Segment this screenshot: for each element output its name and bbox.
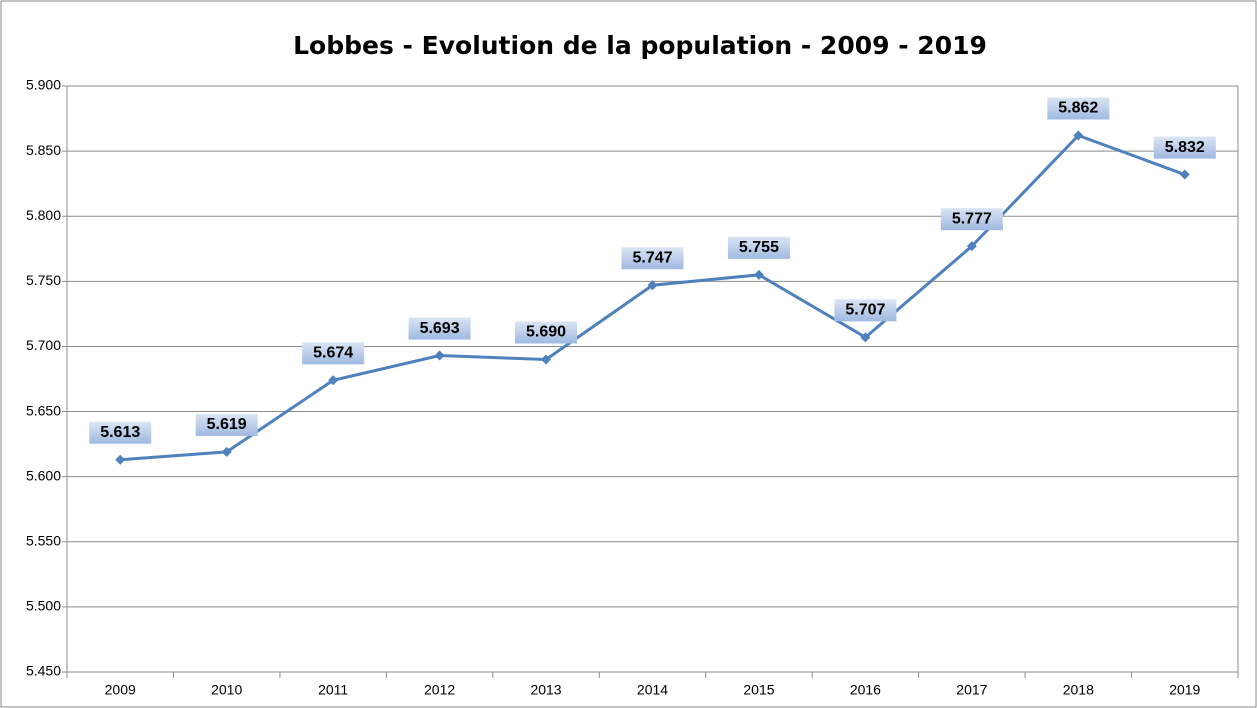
x-tick-label: 2009 xyxy=(105,682,136,698)
y-tick-label: 5.900 xyxy=(26,77,61,93)
label-box xyxy=(89,421,152,444)
x-tick-label: 2013 xyxy=(530,682,561,698)
marker xyxy=(860,332,871,343)
x-tick-label: 2019 xyxy=(1169,682,1200,698)
marker xyxy=(115,454,126,465)
x-tick-label: 2011 xyxy=(318,682,348,698)
data-label: 5.747 xyxy=(632,249,672,266)
data-label: 5.777 xyxy=(952,210,992,227)
label-box xyxy=(302,342,365,365)
data-label: 5.674 xyxy=(313,345,353,362)
data-label: 5.862 xyxy=(1058,100,1098,117)
x-tick-label: 2016 xyxy=(850,682,881,698)
label-box xyxy=(727,236,790,259)
marker xyxy=(647,280,658,291)
label-box xyxy=(940,208,1003,231)
label-box xyxy=(515,321,578,344)
y-tick-label: 5.700 xyxy=(26,337,61,353)
data-label: 5.690 xyxy=(526,324,566,341)
data-label: 5.755 xyxy=(739,239,779,256)
y-tick-label: 5.850 xyxy=(26,142,61,158)
data-label: 5.832 xyxy=(1165,139,1205,156)
chart-title: Lobbes - Evolution de la population - 20… xyxy=(293,31,987,60)
y-tick-label: 5.600 xyxy=(26,467,61,483)
marker xyxy=(541,354,552,365)
label-box xyxy=(1047,97,1110,120)
marker xyxy=(1073,130,1084,141)
label-box xyxy=(1153,136,1216,159)
label-box xyxy=(195,413,258,436)
marker xyxy=(221,446,232,457)
label-box xyxy=(621,247,684,270)
label-box xyxy=(408,317,471,340)
y-tick-label: 5.550 xyxy=(26,532,61,548)
data-label: 5.613 xyxy=(100,424,140,441)
x-tick-label: 2014 xyxy=(637,682,668,698)
y-tick-label: 5.800 xyxy=(26,207,61,223)
data-label: 5.693 xyxy=(420,320,460,337)
y-tick-label: 5.650 xyxy=(26,402,61,418)
x-tick-label: 2015 xyxy=(743,682,774,698)
label-box xyxy=(834,299,897,322)
data-label: 5.707 xyxy=(845,302,885,319)
y-tick-label: 5.500 xyxy=(26,598,61,614)
marker xyxy=(1179,169,1190,180)
x-tick-label: 2017 xyxy=(956,682,987,698)
marker xyxy=(753,269,764,280)
marker xyxy=(434,350,445,361)
y-tick-label: 5.750 xyxy=(26,272,61,288)
x-tick-label: 2012 xyxy=(424,682,455,698)
y-tick-label: 5.450 xyxy=(26,663,61,679)
x-tick-label: 2010 xyxy=(211,682,242,698)
x-tick-label: 2018 xyxy=(1063,682,1094,698)
data-label: 5.619 xyxy=(207,416,247,433)
marker xyxy=(328,375,339,386)
marker xyxy=(966,241,977,252)
